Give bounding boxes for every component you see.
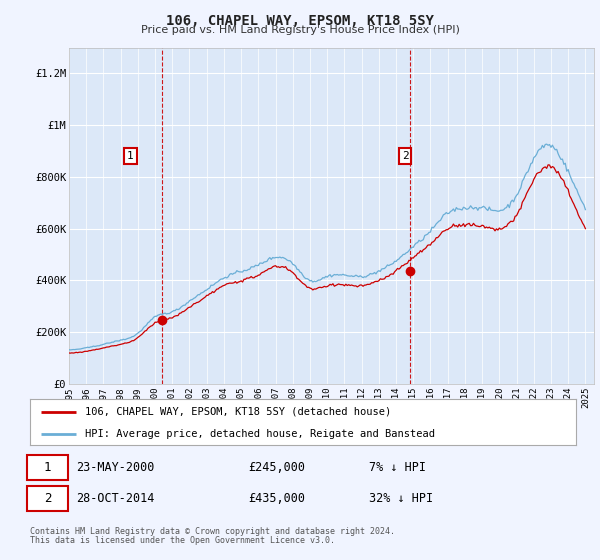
- FancyBboxPatch shape: [27, 455, 68, 480]
- Text: £245,000: £245,000: [248, 461, 305, 474]
- Text: 106, CHAPEL WAY, EPSOM, KT18 5SY (detached house): 106, CHAPEL WAY, EPSOM, KT18 5SY (detach…: [85, 407, 391, 417]
- FancyBboxPatch shape: [27, 486, 68, 511]
- Text: 2: 2: [44, 492, 51, 505]
- Text: This data is licensed under the Open Government Licence v3.0.: This data is licensed under the Open Gov…: [30, 536, 335, 545]
- Text: 32% ↓ HPI: 32% ↓ HPI: [368, 492, 433, 505]
- Text: 28-OCT-2014: 28-OCT-2014: [76, 492, 155, 505]
- Text: Contains HM Land Registry data © Crown copyright and database right 2024.: Contains HM Land Registry data © Crown c…: [30, 528, 395, 536]
- Text: HPI: Average price, detached house, Reigate and Banstead: HPI: Average price, detached house, Reig…: [85, 429, 434, 438]
- Text: 1: 1: [44, 461, 51, 474]
- Text: 7% ↓ HPI: 7% ↓ HPI: [368, 461, 425, 474]
- Text: 1: 1: [127, 151, 134, 161]
- Text: £435,000: £435,000: [248, 492, 305, 505]
- Text: Price paid vs. HM Land Registry's House Price Index (HPI): Price paid vs. HM Land Registry's House …: [140, 25, 460, 35]
- Text: 2: 2: [402, 151, 409, 161]
- Text: 106, CHAPEL WAY, EPSOM, KT18 5SY: 106, CHAPEL WAY, EPSOM, KT18 5SY: [166, 14, 434, 28]
- Text: 23-MAY-2000: 23-MAY-2000: [76, 461, 155, 474]
